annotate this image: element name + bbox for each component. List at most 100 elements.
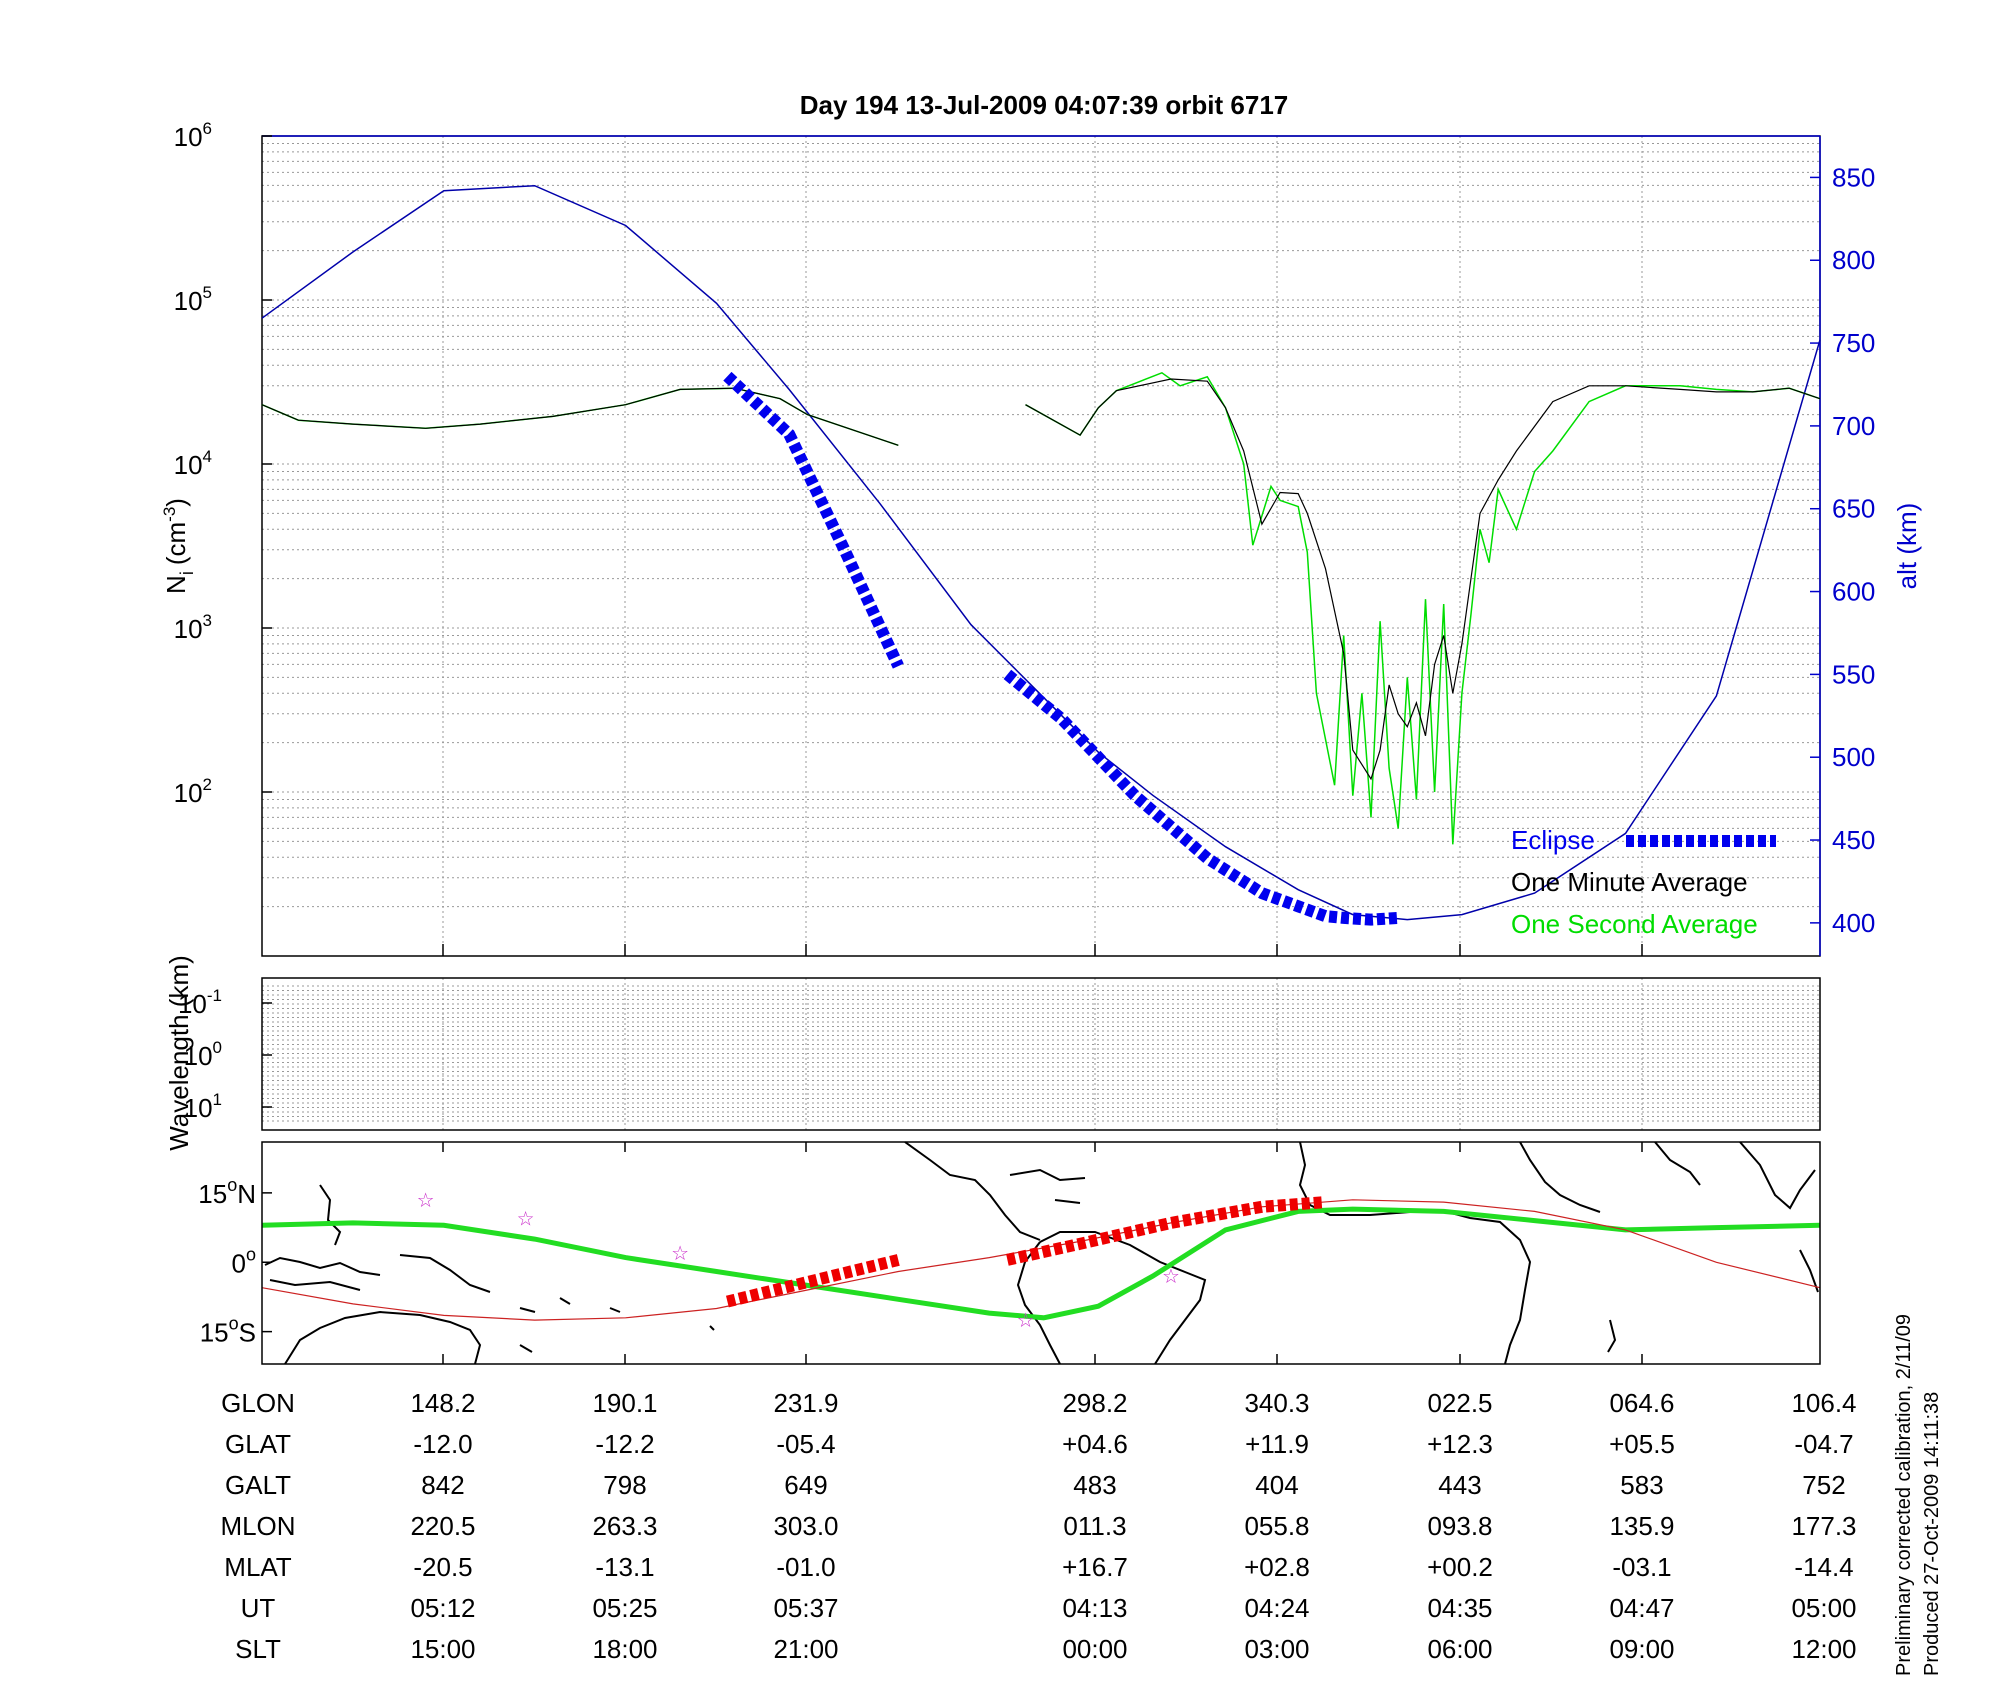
density-y-tick-label: 103 — [174, 611, 212, 644]
table-cell: 231.9 — [773, 1388, 838, 1418]
density-y-tick-label: 104 — [174, 447, 212, 480]
altitude-y-tick-label: 500 — [1832, 742, 1875, 772]
table-cell: 04:24 — [1244, 1593, 1309, 1623]
tick-base: 10 — [178, 989, 207, 1019]
table-cell: 842 — [421, 1470, 464, 1500]
footer: Preliminary corrected calibration, 2/11/… — [1893, 1314, 1943, 1676]
map-series: ☆ ☆ ☆ ☆ ☆ — [261, 1188, 1821, 1332]
table-cell: 340.3 — [1244, 1388, 1309, 1418]
table-cell: 190.1 — [592, 1388, 657, 1418]
coastline-africa-horn — [1519, 1141, 1601, 1213]
table-cell: -05.4 — [776, 1429, 835, 1459]
footer-line2: Produced 27-Oct-2009 14:11:38 — [1921, 1392, 1943, 1676]
table-cell: -14.4 — [1794, 1552, 1853, 1582]
table-cell: -20.5 — [413, 1552, 472, 1582]
table-cell: +11.9 — [1245, 1429, 1309, 1459]
tick-base: 10 — [174, 614, 203, 644]
table-row-label: UT — [241, 1593, 276, 1623]
table-cell: 106.4 — [1791, 1388, 1856, 1418]
table-cell: 404 — [1255, 1470, 1298, 1500]
star-marker: ☆ — [1162, 1264, 1180, 1288]
legend-eclipse-label: Eclipse — [1511, 825, 1595, 855]
ylabel-sub: i — [177, 571, 197, 575]
table-cell: 483 — [1073, 1470, 1116, 1500]
table-cell: 04:47 — [1609, 1593, 1674, 1623]
map-x-ticks — [442, 1142, 1643, 1364]
degree-sign: o — [229, 1314, 239, 1334]
hemisphere: N — [237, 1179, 256, 1209]
wavelength-y-tick-label: 10-1 — [178, 986, 222, 1019]
density-y-tick-label: 106 — [174, 119, 212, 152]
table-cell: 752 — [1802, 1470, 1845, 1500]
altitude-y-tick-label: 750 — [1832, 328, 1875, 358]
table-cell: 263.3 — [592, 1511, 657, 1541]
star-marker: ☆ — [1017, 1308, 1035, 1332]
table-cell: -03.1 — [1612, 1552, 1671, 1582]
table-row-label: SLT — [235, 1634, 281, 1664]
map-frame — [261, 1141, 1821, 1365]
table-cell: 064.6 — [1609, 1388, 1674, 1418]
coastlines — [264, 1141, 1819, 1365]
table-cell: 00:00 — [1062, 1634, 1127, 1664]
density-y-tick-label: 102 — [174, 775, 212, 808]
altitude-y-tick-label: 650 — [1832, 494, 1875, 524]
wavelength-frame — [261, 977, 1821, 1131]
tick-base: 10 — [174, 286, 203, 316]
coastline-indonesia-1 — [264, 1256, 381, 1276]
tick-base: 10 — [174, 778, 203, 808]
coastline-philippines — [319, 1184, 342, 1246]
coastline-india — [1739, 1141, 1816, 1210]
table-cell: 093.8 — [1427, 1511, 1492, 1541]
altitude-y-tick-label: 400 — [1832, 908, 1875, 938]
wavelength-y-label: Wavelength (km) — [164, 955, 194, 1151]
table-cell: 03:00 — [1244, 1634, 1309, 1664]
legend: Eclipse One Minute Average One Second Av… — [1511, 825, 1776, 939]
legend-one-minute-label: One Minute Average — [1511, 867, 1748, 897]
lat-value: 15 — [200, 1318, 229, 1348]
orbit-table: GLON 148.2 190.1 231.9 298.2 340.3 022.5 064.6 1… — [220, 1388, 1856, 1664]
altitude-y-tick-label: 700 — [1832, 411, 1875, 441]
chart-title: Day 194 13-Jul-2009 04:07:39 orbit 6717 — [800, 90, 1289, 120]
lat-value: 15 — [198, 1179, 227, 1209]
map-y-tick-label: 0o — [232, 1244, 256, 1278]
table-cell: 21:00 — [773, 1634, 838, 1664]
star-marker: ☆ — [517, 1206, 535, 1230]
tick-exp: 2 — [203, 775, 212, 794]
coastline-islands — [519, 1297, 715, 1353]
table-cell: +16.7 — [1062, 1552, 1128, 1582]
altitude-y-tick-label: 850 — [1832, 162, 1875, 192]
table-cell: 148.2 — [410, 1388, 475, 1418]
eclipse-segment — [723, 371, 904, 669]
tick-exp: 4 — [203, 447, 212, 466]
table-row-label: GLAT — [225, 1429, 291, 1459]
coastline-arabia — [1654, 1141, 1701, 1186]
table-cell: 15:00 — [410, 1634, 475, 1664]
table-cell: 06:00 — [1427, 1634, 1492, 1664]
table-row-label: MLON — [220, 1511, 295, 1541]
wavelength-y-tick-label: 100 — [184, 1038, 222, 1071]
coastline-png — [399, 1254, 491, 1293]
altitude-y-tick-label: 550 — [1832, 659, 1875, 689]
coastline-north-america — [904, 1141, 1041, 1241]
table-row-label: MLAT — [224, 1552, 292, 1582]
tick-base: 10 — [174, 122, 203, 152]
legend-one-second-label: One Second Average — [1511, 909, 1758, 939]
tick-exp: 3 — [203, 611, 212, 630]
table-cell: 18:00 — [592, 1634, 657, 1664]
density-plot-area — [262, 136, 1820, 956]
table-cell: 220.5 — [410, 1511, 475, 1541]
coastline-caribbean — [1009, 1168, 1086, 1204]
tick-base: 10 — [184, 1041, 213, 1071]
wavelength-y-tick-label: 101 — [184, 1090, 222, 1123]
altitude-y-tick-label: 600 — [1832, 577, 1875, 607]
one-minute-average-line — [261, 387, 899, 446]
ylabel-unit: (cm — [161, 522, 191, 565]
tick-exp: 1 — [213, 1090, 222, 1109]
hemisphere: S — [239, 1318, 256, 1348]
table-cell: 05:25 — [592, 1593, 657, 1623]
altitude-line — [261, 184, 1821, 921]
